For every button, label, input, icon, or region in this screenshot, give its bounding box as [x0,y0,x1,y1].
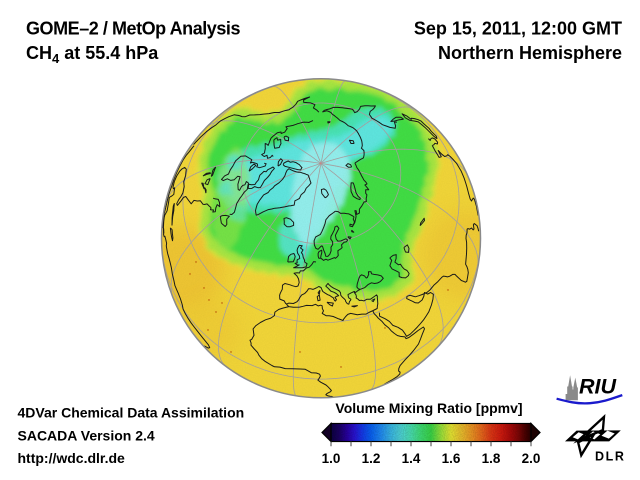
svg-text:SACADA Version 2.4: SACADA Version 2.4 [18,427,155,443]
svg-text:1.2: 1.2 [362,451,381,466]
svg-text:2.0: 2.0 [522,451,541,466]
svg-text:Northern Hemisphere: Northern Hemisphere [438,43,622,63]
svg-text:1.0: 1.0 [322,451,341,466]
svg-text:1.4: 1.4 [402,451,421,466]
svg-text:1.8: 1.8 [482,451,501,466]
svg-text:DLR: DLR [595,449,626,463]
svg-text:http://wdc.dlr.de: http://wdc.dlr.de [18,450,126,466]
svg-text:Sep 15, 2011, 12:00 GMT: Sep 15, 2011, 12:00 GMT [414,18,622,38]
svg-text:GOME–2 / MetOp Analysis: GOME–2 / MetOp Analysis [26,18,240,38]
svg-text:CH4 at 55.4 hPa: CH4 at 55.4 hPa [26,43,159,66]
svg-text:Volume Mixing Ratio [ppmv]: Volume Mixing Ratio [ppmv] [335,400,522,416]
svg-text:4DVar Chemical Data Assimilati: 4DVar Chemical Data Assimilation [18,405,245,421]
svg-text:RIU: RIU [579,375,617,399]
svg-text:1.6: 1.6 [442,451,461,466]
